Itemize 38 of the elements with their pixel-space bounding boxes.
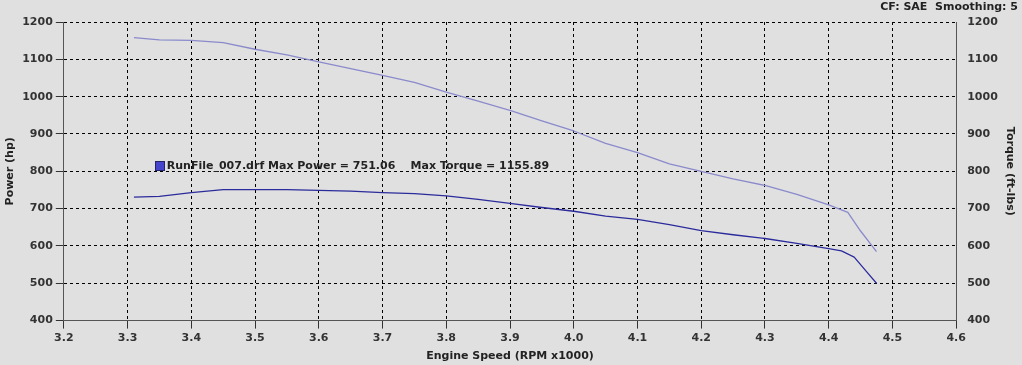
y2-tick-label: 1000 [967, 89, 999, 103]
y2-tick-label: 1200 [967, 14, 999, 28]
x-tick-label: 3.7 [372, 331, 393, 345]
x-tick-label: 4.4 [818, 331, 839, 345]
x-tick-label: 4.1 [627, 331, 648, 345]
y-axis-title: Power (hp) [3, 137, 17, 206]
x-tick-label: 3.8 [436, 331, 457, 345]
y-tick-label: 800 [29, 164, 54, 178]
annotation: RunFile_007.drf Max Power = 751.06 Max Torque = 1155.89 [166, 158, 550, 172]
x-tick-label: 4.5 [882, 331, 903, 345]
y2-tick-label: 900 [967, 126, 991, 140]
y2-tick-label: 1100 [967, 52, 999, 66]
x-tick-label: 3.6 [309, 331, 329, 345]
x-tick-label: 4.6 [946, 331, 967, 345]
x-tick-label: 4.0 [563, 331, 584, 345]
y-tick-label: 600 [29, 238, 54, 252]
y-tick-label: 900 [29, 126, 54, 140]
x-tick-label: 3.5 [245, 331, 265, 345]
x-tick-label: 3.3 [117, 331, 138, 345]
y2-axis-title: Torque (ft-lbs) [1003, 126, 1017, 216]
y-tick-label: 1200 [22, 14, 54, 28]
y2-tick-label: 700 [967, 201, 991, 215]
y2-tick-label: 800 [967, 164, 991, 178]
x-tick-label: 3.9 [500, 331, 520, 345]
y2-tick-label: 400 [967, 313, 991, 327]
x-tick-label: 4.2 [691, 331, 711, 345]
x-axis-title: Engine Speed (RPM x1000) [426, 349, 594, 363]
y2-tick-label: 500 [967, 276, 991, 290]
y2-tick-label: 600 [967, 238, 991, 252]
x-tick-label: 3.2 [54, 331, 74, 345]
text: CF: SAE Smoothing: 5 [880, 0, 1018, 13]
x-tick-label: 3.4 [181, 331, 202, 345]
x-tick-label: 4.3 [755, 331, 775, 345]
y-tick-label: 500 [29, 276, 54, 290]
y-tick-label: 400 [29, 313, 54, 327]
y-tick-label: 700 [29, 201, 54, 215]
y-tick-label: 1100 [22, 52, 54, 66]
y-tick-label: 1000 [22, 89, 54, 103]
